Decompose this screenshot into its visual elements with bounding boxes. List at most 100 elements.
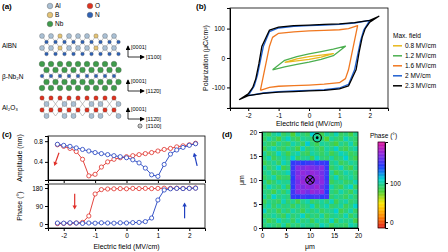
heatmap-cell <box>344 137 349 142</box>
atom <box>94 34 98 38</box>
atom <box>85 34 90 39</box>
heatmap-cell <box>353 175 358 180</box>
heatmap-cell <box>339 180 344 185</box>
heatmap-cell <box>276 170 281 175</box>
heatmap-cell <box>339 156 344 161</box>
atom <box>40 96 44 100</box>
atom <box>72 52 76 56</box>
heatmap-cell <box>348 151 353 156</box>
heatmap-cell <box>329 185 334 190</box>
heatmap-cell <box>324 218 329 223</box>
heatmap-cell <box>286 170 291 175</box>
heatmap-cell <box>300 156 305 161</box>
chart: -2-1012-1000100(b)Electric field (MV/cm)… <box>196 2 436 128</box>
atom <box>80 79 86 85</box>
tick-mark <box>158 228 159 231</box>
tick-mark <box>45 224 48 225</box>
heatmap-cell <box>291 175 296 180</box>
heatmap-cell <box>276 166 281 171</box>
atom <box>48 61 54 67</box>
data-point <box>106 153 110 157</box>
heatmap-cell <box>334 199 339 204</box>
atom <box>103 46 108 51</box>
atom <box>62 114 67 119</box>
data-point <box>62 143 66 147</box>
data-point <box>162 147 166 151</box>
data-point <box>175 186 179 190</box>
heatmap-cell <box>296 161 301 166</box>
heatmap-cell <box>329 166 334 171</box>
heatmap-cell <box>344 190 349 195</box>
heatmap-cell <box>353 185 358 190</box>
atom <box>108 40 112 44</box>
heatmap-cell <box>315 199 320 204</box>
heatmap-cell <box>310 223 315 228</box>
heatmap-cell <box>296 204 301 209</box>
data-point <box>175 148 179 152</box>
data-point <box>99 188 103 192</box>
colorbar-swatch <box>378 212 385 213</box>
heatmap-cell <box>305 185 310 190</box>
colorbar-swatch <box>378 158 385 159</box>
heatmap-cell <box>291 137 296 142</box>
dot-symbol <box>313 134 321 142</box>
atom <box>48 85 54 91</box>
heatmap-cell <box>296 190 301 195</box>
data-point <box>150 173 154 177</box>
tick-mark <box>259 132 262 133</box>
atom <box>98 102 103 107</box>
colorbar-swatch <box>378 175 385 176</box>
tick: 1 <box>338 108 342 119</box>
tick: 100 <box>214 25 230 32</box>
data-point <box>168 187 172 191</box>
tick: 20 <box>250 129 262 136</box>
tick: 0.8 <box>34 138 48 145</box>
data-point <box>62 221 66 225</box>
heatmap-cell <box>296 132 301 137</box>
atom <box>62 102 67 107</box>
heatmap-cell <box>329 209 334 214</box>
heatmap-cell <box>267 132 272 137</box>
colorbar-swatch <box>378 179 385 180</box>
heatmap-cell <box>329 199 334 204</box>
data-point <box>181 187 185 191</box>
heatmap-cell <box>291 151 296 156</box>
atom <box>85 46 90 51</box>
heatmap-cell <box>348 209 353 214</box>
colorbar-swatch <box>378 204 385 205</box>
colorbar-swatch <box>378 153 385 154</box>
tick-mark <box>358 228 359 231</box>
tick-label: 0 <box>125 232 129 239</box>
tick: 0 <box>125 228 129 239</box>
heatmap-cell <box>353 190 358 195</box>
axis-right: 0100 <box>385 143 401 229</box>
atom <box>40 46 45 51</box>
data-point <box>68 221 72 225</box>
atom <box>103 34 108 39</box>
atom <box>62 79 68 85</box>
heatmap-cell <box>276 146 281 151</box>
legend: Max. field0.8 MV/cm1.2 MV/cm1.6 MV/cm2 M… <box>393 32 436 89</box>
atom <box>54 40 58 44</box>
heatmap-cell <box>296 156 301 161</box>
heatmap-cell <box>334 223 339 228</box>
tick-label: 10 <box>307 232 315 239</box>
tick-mark <box>189 228 190 231</box>
atom <box>84 61 90 67</box>
heatmap-cell <box>286 132 291 137</box>
data-point <box>74 221 78 225</box>
tick-label: 20 <box>250 129 258 136</box>
heatmap-cell <box>324 185 329 190</box>
tick: 0 <box>261 228 265 239</box>
heatmap-cell <box>324 132 329 137</box>
data-point <box>137 161 141 165</box>
colorbar-swatch <box>378 199 385 200</box>
heatmap-cell <box>315 204 320 209</box>
legend-label: 2.3 MV/cm <box>405 82 436 89</box>
heatmap-cell <box>348 132 353 137</box>
colorbar-swatch <box>378 146 385 147</box>
atom-legend-label: B <box>55 11 59 18</box>
heatmap-cell <box>286 175 291 180</box>
heatmap-cell <box>296 142 301 147</box>
atom <box>58 46 62 50</box>
